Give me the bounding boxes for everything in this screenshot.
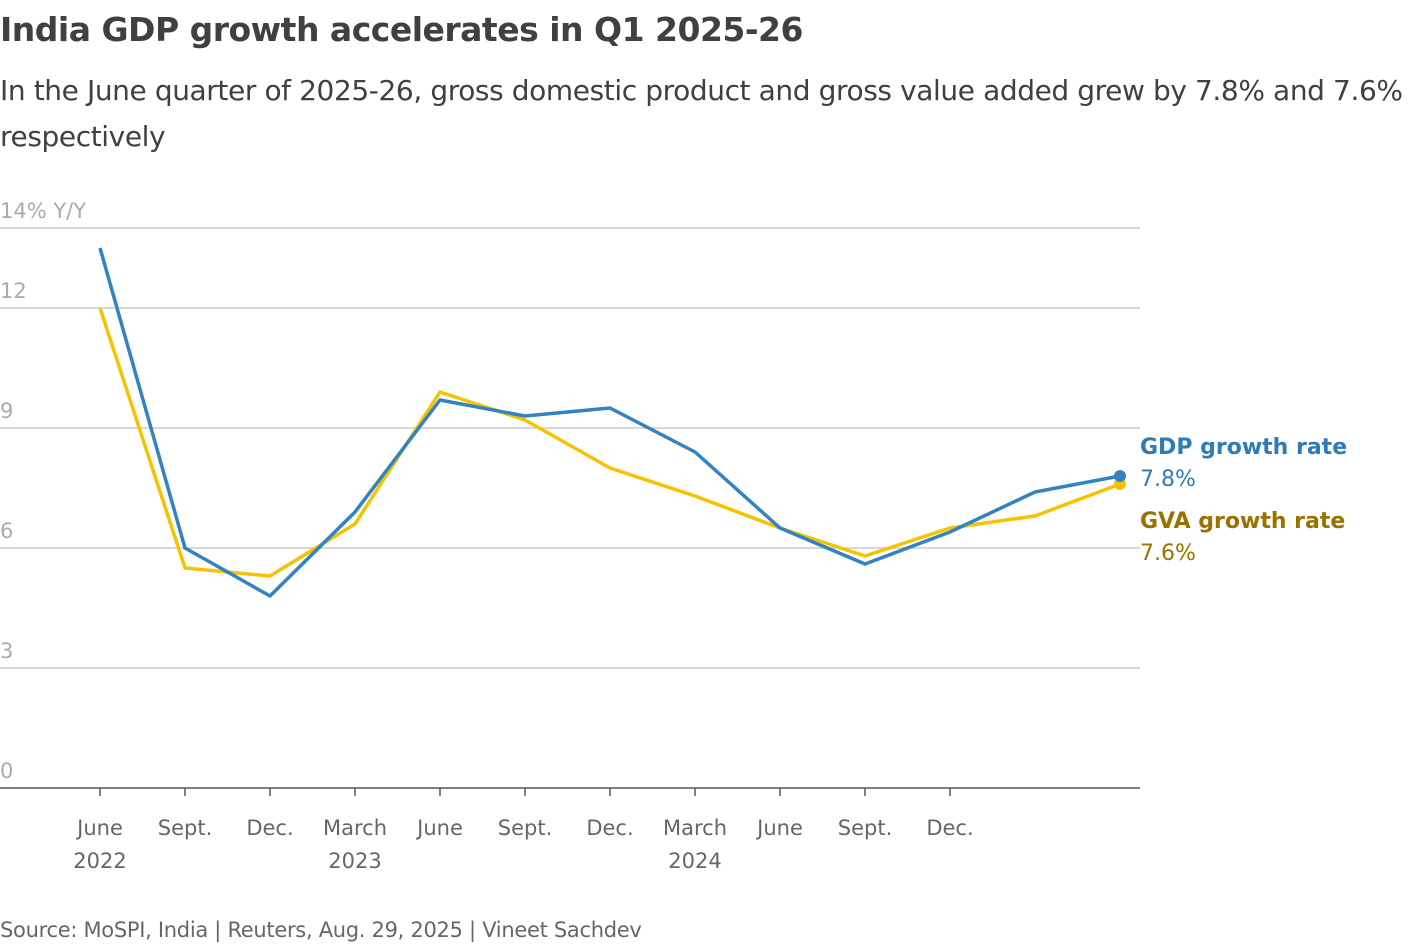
legend-label: GVA growth rate [1140, 509, 1345, 534]
x-tick-label: June [415, 816, 463, 840]
series-line-gva [98, 307, 1121, 578]
x-tick-label: June [75, 816, 123, 840]
series-line-gdp [98, 247, 1121, 598]
series-end-point-gdp [1114, 470, 1126, 482]
x-tick-label: 2022 [73, 849, 126, 873]
y-tick-label: 0 [0, 759, 13, 783]
legend-value: 7.6% [1140, 541, 1196, 566]
legend-label: GDP growth rate [1140, 435, 1347, 460]
x-tick-label: Dec. [246, 816, 293, 840]
y-tick-label: 12 [0, 279, 27, 303]
x-tick-label: Sept. [838, 816, 893, 840]
chart-subtitle: In the June quarter of 2025-26, gross do… [0, 74, 1403, 153]
legend-value: 7.8% [1140, 467, 1196, 492]
y-tick-label: 6 [0, 519, 13, 543]
x-tick-label: 2024 [668, 849, 721, 873]
y-tick-label: 3 [0, 639, 13, 663]
x-tick-label: Sept. [498, 816, 553, 840]
x-tick-label: Sept. [158, 816, 213, 840]
x-tick-label: Dec. [926, 816, 973, 840]
y-tick-label: 14% Y/Y [0, 199, 86, 223]
x-tick-label: 2023 [328, 849, 381, 873]
y-tick-label: 9 [0, 399, 13, 423]
x-tick-label: Dec. [586, 816, 633, 840]
x-tick-label: June [755, 816, 803, 840]
chart-title: India GDP growth accelerates in Q1 2025-… [0, 10, 804, 49]
source-note: Source: MoSPI, India | Reuters, Aug. 29,… [0, 918, 642, 942]
x-tick-label: March [663, 816, 727, 840]
x-tick-label: March [323, 816, 387, 840]
